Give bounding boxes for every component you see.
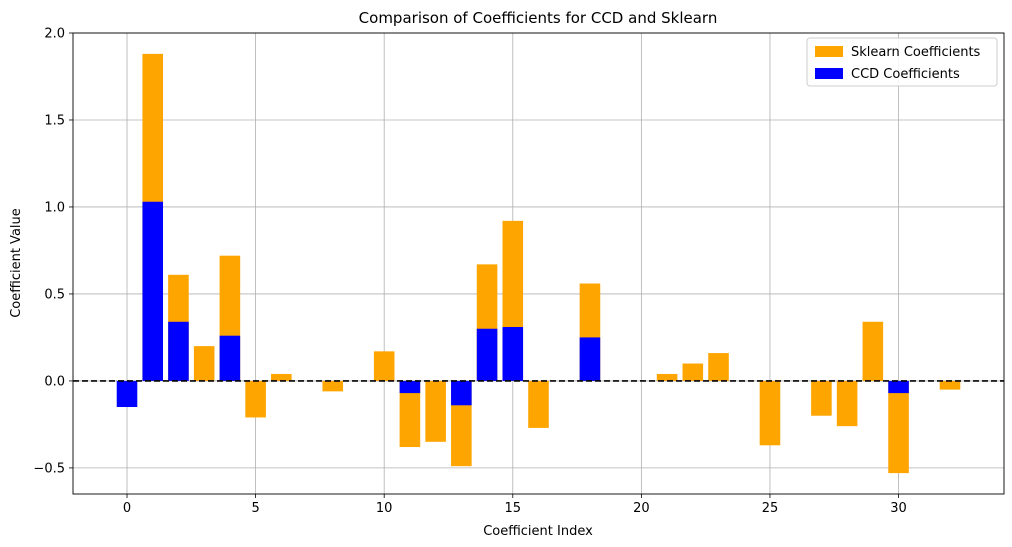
y-tick-label: 1.0 (44, 200, 65, 215)
plot-area: 0 5 10 15 20 25 30 −0.5 0.0 0.5 1.0 1.5 2.0 (33, 27, 1005, 516)
sklearn-bar (425, 380, 446, 442)
ccd-bar (142, 201, 164, 381)
x-tick-label: 20 (633, 501, 650, 516)
ccd-bar (219, 335, 241, 381)
x-tick-label: 30 (890, 501, 907, 516)
x-tick-label: 15 (505, 501, 522, 516)
sklearn-bar (528, 380, 549, 428)
sklearn-bar (656, 373, 678, 381)
legend-swatch-ccd (815, 68, 843, 79)
chart-title: Comparison of Coefficients for CCD and S… (359, 9, 718, 27)
sklearn-bar (836, 380, 858, 427)
ccd-bar (451, 380, 472, 406)
y-tick-label: 1.5 (44, 113, 65, 128)
ccd-bar (476, 328, 498, 381)
x-tick-label: 5 (251, 501, 259, 516)
sklearn-bar (708, 353, 729, 381)
sklearn-bar (193, 346, 215, 381)
sklearn-bar (322, 380, 344, 392)
sklearn-bar (888, 380, 909, 474)
ccd-bar (579, 337, 601, 381)
ccd-bar (399, 380, 421, 394)
sklearn-bar (373, 351, 395, 381)
ccd-bar (888, 380, 909, 394)
legend-box (806, 37, 998, 87)
legend-swatch-sklearn (815, 46, 843, 57)
x-tick-label: 10 (376, 501, 393, 516)
sklearn-bar (759, 380, 781, 446)
y-tick-label: 0.0 (44, 374, 65, 389)
sklearn-bar (939, 380, 961, 390)
x-tick-label: 0 (123, 501, 131, 516)
sklearn-bar (682, 363, 704, 381)
axes-frame (72, 32, 1005, 495)
legend-label-sklearn: Sklearn Coefficients (851, 45, 981, 60)
sklearn-bar (245, 380, 266, 418)
y-tick-label: −0.5 (33, 461, 65, 476)
legend-label-ccd: CCD Coefficients (851, 67, 960, 82)
x-tick-label: 25 (762, 501, 779, 516)
legend: Sklearn Coefficients CCD Coefficients (806, 37, 998, 87)
ccd-bar (502, 326, 524, 381)
y-tick-label: 2.0 (44, 27, 65, 42)
ccd-bar (116, 380, 138, 408)
y-tick-label: 0.5 (44, 287, 65, 302)
ccd-bar (168, 321, 189, 381)
y-axis-label: Coefficient Value (9, 208, 24, 318)
x-axis-label: Coefficient Index (483, 524, 593, 539)
sklearn-bar (271, 373, 292, 381)
sklearn-bar (811, 380, 832, 416)
sklearn-bar (399, 380, 421, 448)
sklearn-bar (862, 321, 884, 381)
